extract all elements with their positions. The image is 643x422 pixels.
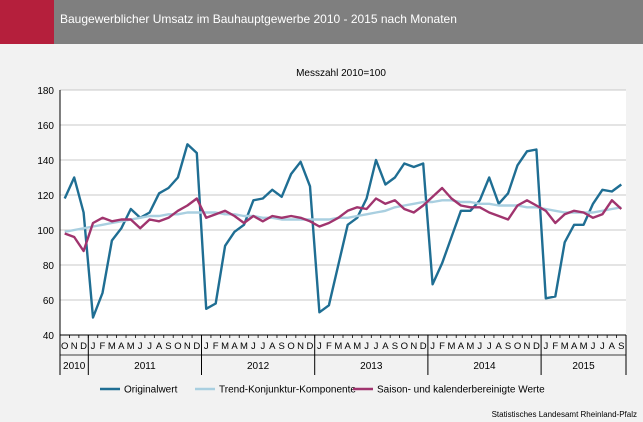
x-tick-label: M [353, 341, 361, 352]
series-line-2 [64, 199, 622, 233]
x-tick-label: N [410, 341, 417, 352]
x-tick-label: A [156, 341, 163, 352]
x-tick-label: S [618, 341, 624, 352]
x-tick-label: J [204, 341, 209, 352]
x-tick-label: J [364, 341, 369, 352]
x-tick-label: N [524, 341, 531, 352]
x-tick-label: J [260, 341, 265, 352]
x-tick-label: A [458, 341, 465, 352]
x-tick-label: D [307, 341, 314, 352]
x-tick-label: O [287, 341, 294, 352]
x-tick-label: M [561, 341, 569, 352]
y-tick-label: 100 [37, 226, 54, 237]
x-tick-label: F [213, 341, 219, 352]
x-tick-label: D [193, 341, 200, 352]
series-line-1 [63, 143, 623, 319]
x-tick-label: N [297, 341, 304, 352]
year-label: 2012 [247, 361, 270, 372]
series-group [63, 143, 623, 319]
x-tick-label: J [91, 341, 96, 352]
year-label: 2010 [63, 361, 86, 372]
chart-title: Baugewerblicher Umsatz im Bauhauptgewerb… [60, 12, 457, 26]
plot-background [60, 90, 626, 335]
y-tick-label: 160 [37, 121, 54, 132]
x-tick-label: J [430, 341, 435, 352]
year-label: 2014 [473, 361, 496, 372]
x-tick-label: F [100, 341, 106, 352]
x-tick-label: A [118, 341, 125, 352]
chart-subtitle: Messzahl 2010=100 [296, 68, 386, 79]
y-axis-ticks: 40 60 80 100 120 140 160 180 [37, 86, 61, 342]
x-tick-label: J [600, 341, 605, 352]
x-tick-label: M [448, 341, 456, 352]
x-tick-label: J [543, 341, 548, 352]
x-tick-label: A [382, 341, 389, 352]
x-tick-label: M [127, 341, 135, 352]
x-tick-label: M [240, 341, 248, 352]
x-tick-label: J [487, 341, 492, 352]
y-tick-label: 180 [37, 86, 54, 97]
x-tick-label: D [420, 341, 427, 352]
x-tick-label: J [317, 341, 322, 352]
series-line-3 [64, 186, 623, 253]
legend-label: Trend-Konjunktur-Komponente [219, 385, 356, 396]
x-tick-label: M [580, 341, 588, 352]
x-tick-label: S [279, 341, 285, 352]
x-tick-label: J [374, 341, 379, 352]
x-tick-label: A [495, 341, 502, 352]
x-tick-label: A [345, 341, 352, 352]
year-label: 2013 [360, 361, 383, 372]
x-tick-label: M [466, 341, 474, 352]
y-tick-label: 140 [37, 156, 54, 167]
legend-label: Originalwert [124, 385, 178, 396]
x-tick-label: O [514, 341, 521, 352]
x-tick-label: J [138, 341, 143, 352]
y-tick-label: 120 [37, 191, 54, 202]
x-tick-label: M [108, 341, 116, 352]
year-label: 2011 [134, 361, 156, 372]
x-tick-label: A [571, 341, 578, 352]
x-tick-label: S [505, 341, 511, 352]
x-tick-label: F [552, 341, 558, 352]
year-label: 2015 [572, 361, 595, 372]
x-tick-label: N [71, 341, 78, 352]
x-tick-label: M [221, 341, 229, 352]
x-tick-label: N [184, 341, 191, 352]
x-tick-label: F [326, 341, 332, 352]
x-tick-label: J [147, 341, 152, 352]
x-tick-label: A [609, 341, 616, 352]
x-tick-label: M [334, 341, 342, 352]
x-tick-label: D [80, 341, 87, 352]
x-tick-label: O [401, 341, 408, 352]
legend-label: Saison- und kalenderbereinigte Werte [377, 385, 545, 396]
header-bar: Baugewerblicher Umsatz im Bauhauptgewerb… [0, 0, 643, 44]
x-tick-label: S [165, 341, 171, 352]
x-tick-label: J [251, 341, 256, 352]
x-tick-label: O [174, 341, 181, 352]
x-tick-label: S [392, 341, 398, 352]
x-tick-label: A [231, 341, 238, 352]
header-accent [0, 0, 54, 44]
y-tick-label: 60 [43, 296, 55, 307]
legend: Originalwert Trend-Konjunktur-Komponente S… [100, 385, 545, 396]
x-tick-label: D [533, 341, 540, 352]
source-note: Statistisches Landesamt Rheinland-Pfalz [491, 410, 637, 419]
x-tick-label: A [269, 341, 276, 352]
y-tick-label: 80 [43, 261, 55, 272]
y-tick-label: 40 [43, 331, 55, 342]
x-tick-label: J [477, 341, 482, 352]
x-tick-label: J [591, 341, 596, 352]
grid-lines [60, 89, 626, 336]
x-tick-label: O [61, 341, 68, 352]
x-tick-label: F [439, 341, 445, 352]
